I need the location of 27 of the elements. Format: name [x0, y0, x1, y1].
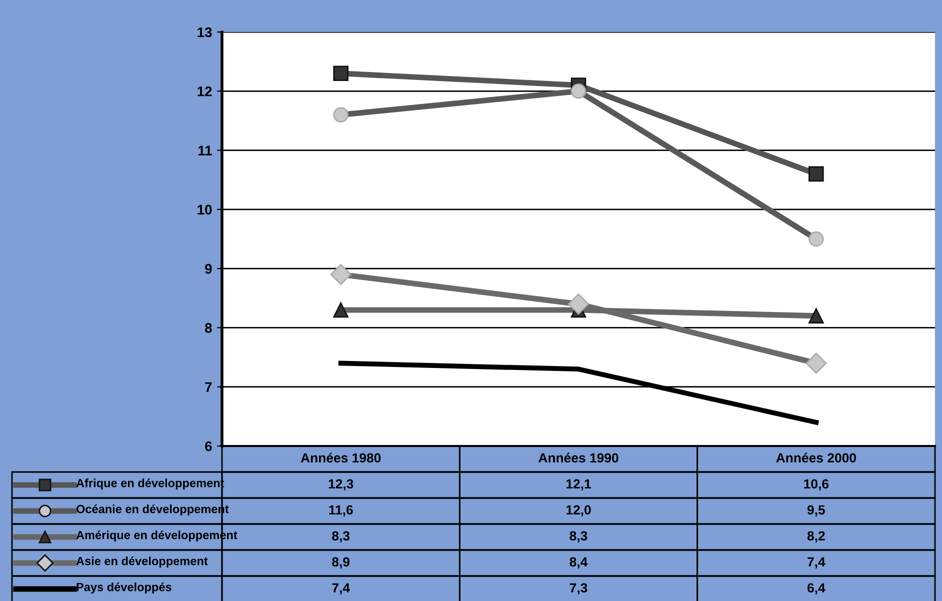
legend-label: Asie en développement — [76, 556, 208, 568]
data-label: 9,5 — [807, 505, 825, 516]
y-tick-label: 9 — [205, 264, 212, 274]
y-tick-label: 13 — [198, 27, 212, 38]
y-tick-label: 12 — [198, 86, 212, 96]
data-label: 8,4 — [570, 557, 588, 568]
data-label: 7,4 — [808, 557, 826, 568]
data-label: 12,3 — [328, 479, 354, 490]
y-tick-label: 7 — [205, 382, 212, 392]
x-tick-label: Années 2000 — [776, 452, 856, 463]
x-tick-label: Années 1980 — [300, 452, 381, 463]
data-label: 6,4 — [807, 583, 826, 594]
y-tick-label: 11 — [198, 146, 212, 156]
data-label: 8,2 — [807, 531, 825, 542]
data-label: 8,9 — [332, 557, 350, 568]
x-tick-label: Années 1990 — [538, 452, 618, 463]
data-label: 12,1 — [566, 479, 591, 490]
data-label: 8,3 — [570, 531, 588, 542]
data-label: 7,4 — [332, 583, 350, 594]
data-label: 12,0 — [566, 505, 591, 516]
data-label: 10,6 — [804, 479, 829, 490]
y-tick-label: 10 — [198, 204, 212, 215]
y-tick-label: 8 — [204, 323, 212, 333]
data-label: 11,6 — [329, 505, 353, 516]
data-label: 8,3 — [332, 531, 350, 542]
data-label: 7,3 — [570, 583, 588, 594]
y-tick-label: 6 — [205, 441, 212, 452]
